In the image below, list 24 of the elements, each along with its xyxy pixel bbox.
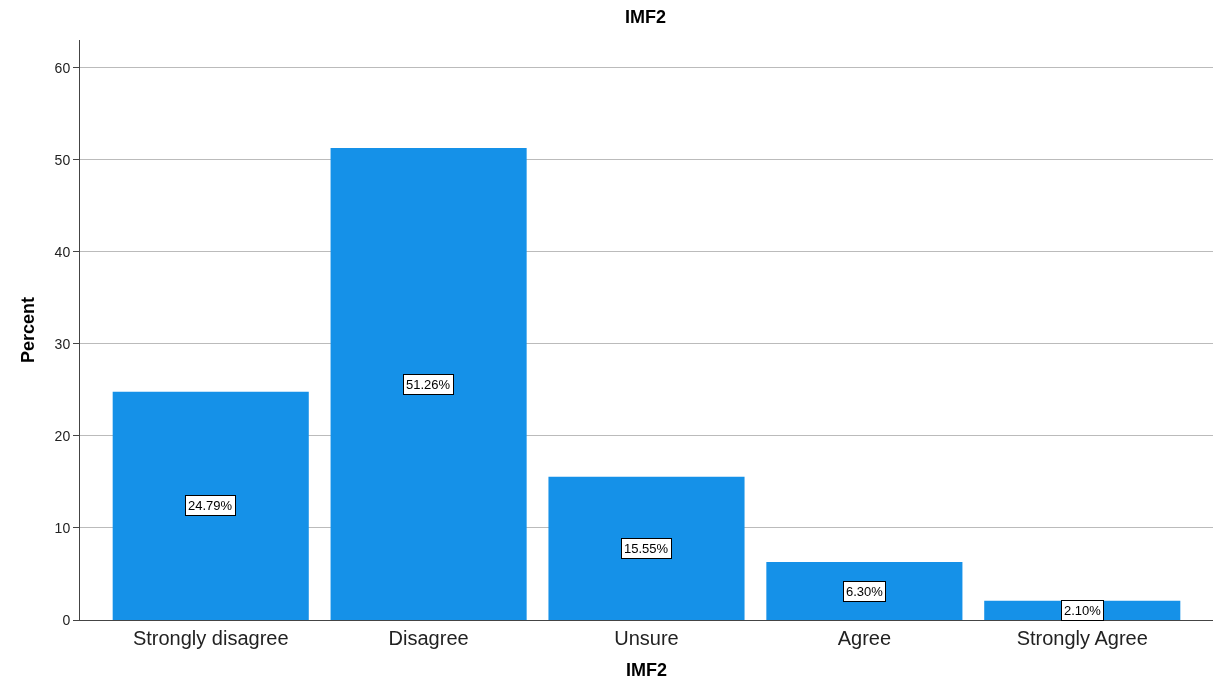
y-tick-label: 60	[54, 59, 71, 76]
y-axis-title: Percent	[17, 296, 38, 364]
bar	[330, 148, 527, 620]
y-tick-label: 20	[54, 427, 71, 444]
data-label: 24.79%	[188, 498, 233, 513]
data-label: 51.26%	[406, 377, 451, 392]
bar	[766, 562, 963, 620]
x-tick-label: Unsure	[614, 627, 679, 649]
bar	[548, 476, 745, 620]
y-tick-label: 30	[54, 335, 71, 352]
bar	[112, 391, 309, 620]
chart-title: IMF2	[625, 7, 667, 28]
x-tick-label: Disagree	[388, 627, 469, 649]
x-axis-title: IMF2	[625, 660, 668, 681]
data-label: 15.55%	[624, 541, 669, 556]
data-label: 2.10%	[1064, 603, 1102, 618]
y-tick-label: 50	[54, 151, 71, 168]
y-tick-label: 0	[62, 611, 71, 628]
x-tick-label: Strongly disagree	[132, 627, 289, 649]
x-tick-label: Agree	[837, 627, 892, 649]
data-label: 6.30%	[846, 584, 884, 599]
y-tick-label: 10	[54, 519, 71, 536]
y-tick-label: 40	[54, 243, 71, 260]
x-tick-label: Strongly Agree	[1016, 627, 1148, 649]
